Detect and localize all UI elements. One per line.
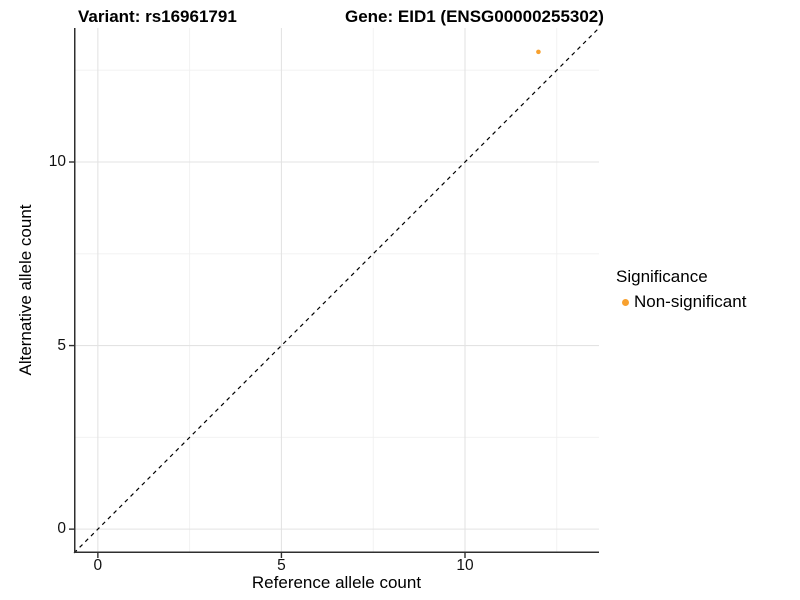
y-tick-label: 0 [57,520,66,538]
identity-reference-line [73,27,600,554]
legend-entry-label: Non-significant [634,292,747,311]
y-axis-title: Alternative allele count [16,204,35,376]
gene-title: Gene: EID1 (ENSG00000255302) [345,7,604,26]
legend-entry: Non-significant [616,292,746,312]
plot-canvas [69,27,600,558]
variant-title: Variant: rs16961791 [78,7,237,26]
legend: Significance Non-significant [616,267,746,312]
x-tick-label: 10 [456,557,474,574]
plot-panel [69,27,600,558]
x-tick-label: 5 [277,557,286,574]
y-tick-label: 5 [57,336,66,354]
x-axis-title: Reference allele count [251,573,422,592]
y-tick-label: 10 [48,153,66,170]
x-tick-label: 0 [93,557,103,574]
legend-point-icon [622,298,629,306]
legend-title: Significance [616,267,708,286]
data-point [536,49,541,55]
